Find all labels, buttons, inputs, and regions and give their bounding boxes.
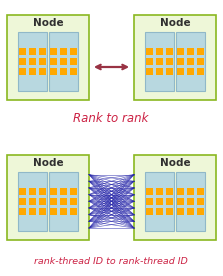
- Bar: [60, 188, 67, 195]
- Bar: [39, 198, 46, 205]
- Bar: [29, 198, 36, 205]
- Text: Node: Node: [160, 158, 190, 169]
- Bar: [19, 48, 26, 55]
- Bar: [50, 48, 57, 55]
- Text: rank-thread ID to rank-thread ID: rank-thread ID to rank-thread ID: [34, 258, 188, 267]
- Bar: [187, 58, 194, 65]
- Bar: [187, 48, 194, 55]
- Bar: [166, 208, 173, 215]
- Bar: [156, 58, 163, 65]
- Bar: [145, 171, 174, 231]
- Bar: [19, 58, 26, 65]
- Bar: [60, 208, 67, 215]
- Bar: [146, 208, 153, 215]
- Bar: [146, 188, 153, 195]
- Bar: [39, 68, 46, 75]
- Bar: [156, 198, 163, 205]
- Bar: [39, 188, 46, 195]
- Bar: [176, 171, 205, 231]
- Bar: [156, 68, 163, 75]
- Bar: [49, 31, 78, 91]
- Bar: [29, 48, 36, 55]
- Text: Node: Node: [33, 18, 63, 28]
- Bar: [146, 68, 153, 75]
- Bar: [18, 31, 47, 91]
- Bar: [156, 188, 163, 195]
- Bar: [50, 208, 57, 215]
- Bar: [60, 58, 67, 65]
- Bar: [18, 171, 47, 231]
- Bar: [50, 58, 57, 65]
- Bar: [166, 58, 173, 65]
- Bar: [134, 155, 216, 240]
- Bar: [19, 68, 26, 75]
- Bar: [50, 188, 57, 195]
- Bar: [176, 31, 205, 91]
- Bar: [7, 155, 89, 240]
- Bar: [145, 31, 174, 91]
- Bar: [70, 68, 77, 75]
- Bar: [70, 48, 77, 55]
- Bar: [187, 188, 194, 195]
- Bar: [70, 188, 77, 195]
- Bar: [197, 58, 204, 65]
- Bar: [177, 68, 184, 75]
- Text: Node: Node: [160, 18, 190, 28]
- Bar: [146, 58, 153, 65]
- Bar: [177, 188, 184, 195]
- Text: Node: Node: [33, 158, 63, 169]
- Bar: [177, 208, 184, 215]
- Bar: [156, 48, 163, 55]
- Bar: [197, 68, 204, 75]
- Bar: [166, 68, 173, 75]
- Bar: [39, 208, 46, 215]
- Bar: [29, 208, 36, 215]
- Bar: [39, 58, 46, 65]
- Text: Rank to rank: Rank to rank: [73, 112, 149, 124]
- Bar: [70, 58, 77, 65]
- Bar: [19, 208, 26, 215]
- Bar: [166, 198, 173, 205]
- Bar: [187, 208, 194, 215]
- Bar: [134, 15, 216, 100]
- Bar: [187, 198, 194, 205]
- Bar: [29, 188, 36, 195]
- Bar: [7, 15, 89, 100]
- Bar: [50, 68, 57, 75]
- Bar: [60, 198, 67, 205]
- Bar: [197, 48, 204, 55]
- Bar: [177, 48, 184, 55]
- Bar: [60, 48, 67, 55]
- Bar: [166, 48, 173, 55]
- Bar: [19, 188, 26, 195]
- Bar: [50, 198, 57, 205]
- Bar: [19, 198, 26, 205]
- Bar: [177, 198, 184, 205]
- Bar: [187, 68, 194, 75]
- Bar: [146, 198, 153, 205]
- Bar: [177, 58, 184, 65]
- Bar: [29, 58, 36, 65]
- Bar: [60, 68, 67, 75]
- Bar: [197, 198, 204, 205]
- Bar: [70, 198, 77, 205]
- Bar: [156, 208, 163, 215]
- Bar: [166, 188, 173, 195]
- Bar: [49, 171, 78, 231]
- Bar: [146, 48, 153, 55]
- Bar: [197, 208, 204, 215]
- Bar: [29, 68, 36, 75]
- Bar: [197, 188, 204, 195]
- Bar: [70, 208, 77, 215]
- Bar: [39, 48, 46, 55]
